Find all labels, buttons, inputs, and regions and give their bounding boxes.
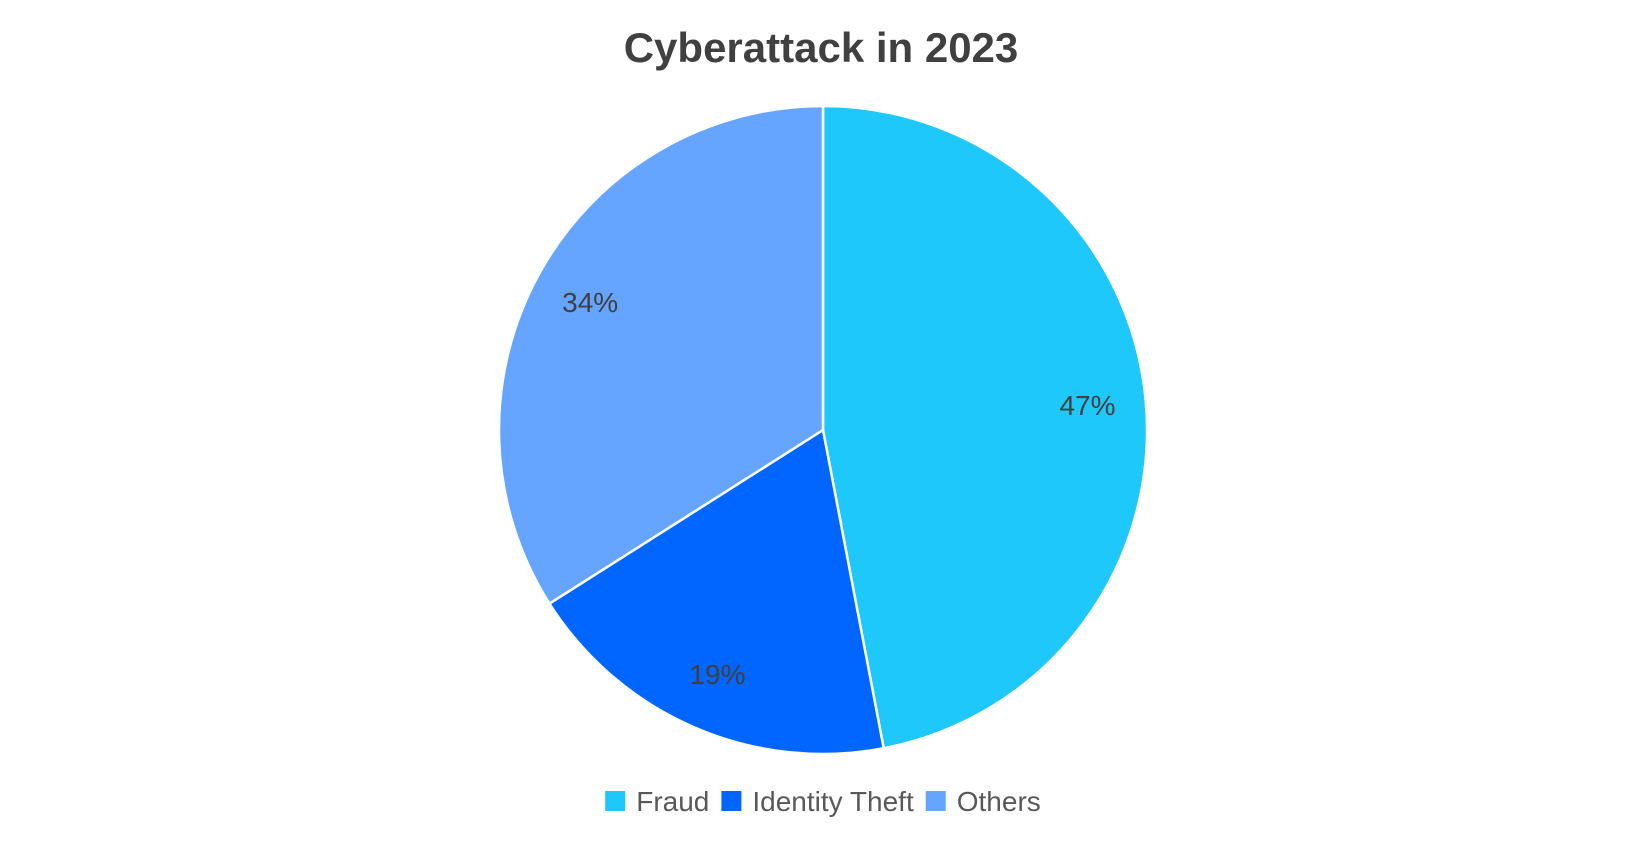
pie-slice-identity-theft xyxy=(547,427,886,756)
legend: Fraud Identity Theft Others xyxy=(605,786,1041,817)
chart-title: Cyberattack in 2023 xyxy=(624,24,1019,71)
legend-label-others: Others xyxy=(957,786,1041,817)
data-label-identity-theft: 19% xyxy=(689,659,745,690)
legend-swatch-fraud xyxy=(605,791,626,811)
pie-slices xyxy=(497,104,1149,756)
legend-swatch-others xyxy=(925,791,946,811)
legend-label-fraud: Fraud xyxy=(636,786,709,817)
pie-slice-fraud xyxy=(821,104,1149,750)
legend-label-identity-theft: Identity Theft xyxy=(752,786,914,817)
data-label-others: 34% xyxy=(562,287,618,318)
slice-labels: 47% 19% 34% xyxy=(562,287,1115,690)
pie-slice-others xyxy=(497,104,825,606)
data-label-fraud: 47% xyxy=(1059,390,1115,421)
legend-swatch-identity-theft xyxy=(721,791,742,811)
